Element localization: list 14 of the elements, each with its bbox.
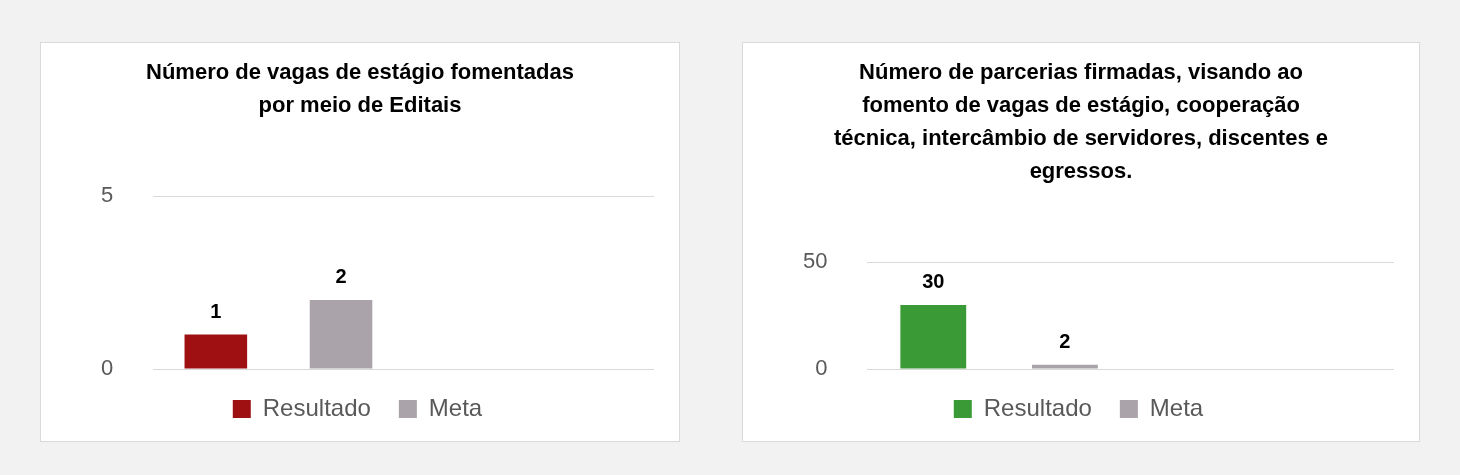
data-label: 2 xyxy=(1059,330,1071,353)
y-tick-label: 0 xyxy=(100,355,114,381)
chart-title: Número de parcerias firmadas, visando ao fomento de vagas de estágio, cooperação técnica, intercâmbio de servidores, discentes e egressos. xyxy=(833,58,1329,185)
data-label: 2 xyxy=(335,265,347,288)
legend-label: Resultado xyxy=(983,393,1092,421)
y-tick-label: 5 xyxy=(100,182,114,208)
legend-label: Meta xyxy=(428,393,483,421)
y-tick-label: 50 xyxy=(802,248,828,274)
y-tick-label: 0 xyxy=(815,355,828,381)
legend-label: Resultado xyxy=(262,393,371,421)
legend-label: Meta xyxy=(1149,393,1204,421)
data-label: 1 xyxy=(210,299,222,322)
chart-title: Número de vagas de estágio fomentadas por meio de Editais xyxy=(145,58,575,119)
data-label: 30 xyxy=(922,270,945,293)
